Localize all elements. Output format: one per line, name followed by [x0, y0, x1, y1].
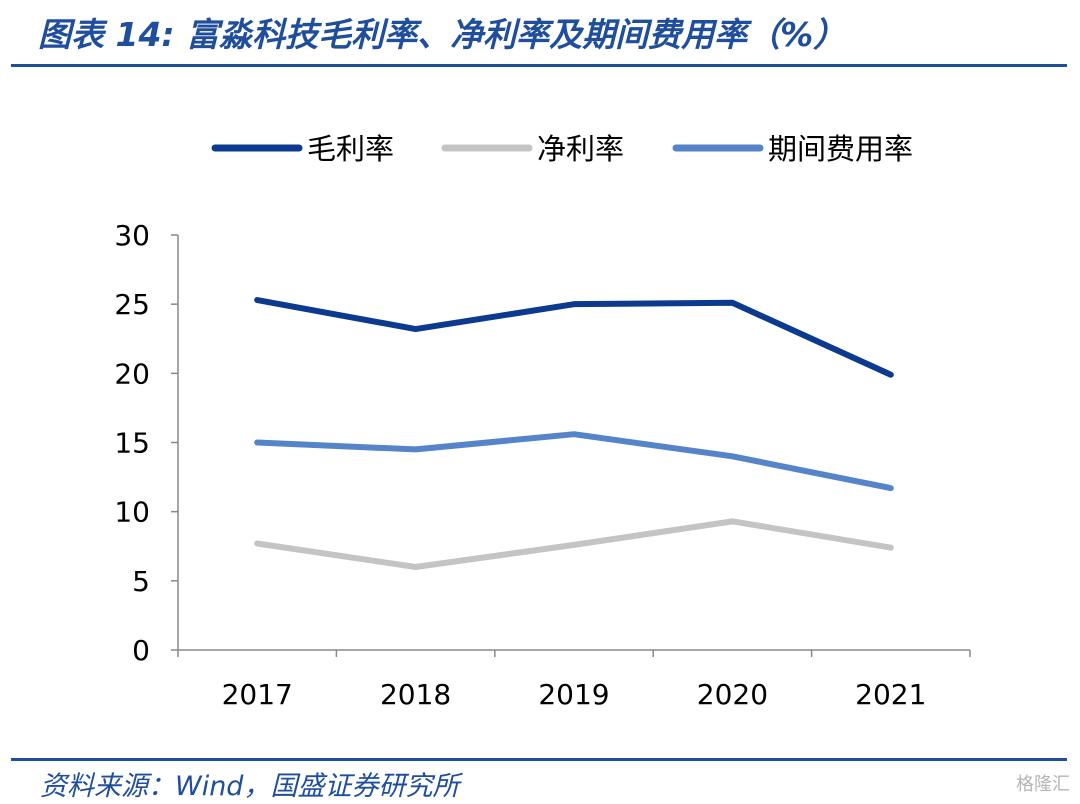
legend-label-2: 净利率: [537, 132, 624, 166]
data-point: [256, 442, 258, 443]
data-point: [573, 433, 575, 435]
title-divider: [11, 64, 1067, 67]
data-point: [731, 302, 733, 304]
data-point: [256, 299, 258, 301]
y-tick-label: 10: [114, 496, 150, 529]
x-tick-label: 2017: [222, 678, 293, 711]
watermark-logo: 格隆汇: [1016, 774, 1070, 795]
series-line-3: [254, 431, 894, 492]
x-tick-label: 2019: [538, 678, 609, 711]
data-point: [731, 520, 733, 522]
data-point: [890, 487, 892, 489]
data-point: [890, 374, 892, 376]
series-line-2: [254, 518, 894, 570]
y-tick-label: 15: [114, 427, 150, 460]
legend-label-3: 期间费用率: [768, 132, 913, 166]
y-tick-label: 5: [132, 565, 150, 598]
y-tick-label: 25: [114, 288, 150, 321]
data-point: [573, 544, 575, 546]
data-point: [731, 455, 733, 457]
chart-title: 图表 14: 富淼科技毛利率、净利率及期间费用率（%）: [38, 15, 847, 54]
legend: 毛利率 净利率 期间费用率: [211, 132, 913, 166]
source-note: 资料来源：Wind，国盛证券研究所: [40, 771, 460, 802]
line-chart: 毛利率 净利率 期间费用率 0 5 10 15 20 25 30 2017 2018 2019 2020…: [114, 132, 971, 711]
legend-label-1: 毛利率: [307, 132, 394, 166]
y-tick-label: 20: [114, 357, 150, 390]
x-tick-label: 2021: [855, 678, 926, 711]
x-tick-label: 2018: [380, 678, 451, 711]
x-tick-label: 2020: [697, 678, 768, 711]
data-point: [890, 547, 892, 549]
axes: 0 5 10 15 20 25 30 2017 2018 2019 2020 2021: [114, 219, 971, 711]
y-tick-label: 0: [132, 634, 150, 667]
series-group: [254, 297, 894, 570]
data-point: [415, 566, 417, 568]
series-line-1: [254, 297, 894, 378]
y-tick-label: 30: [114, 219, 150, 252]
data-point: [256, 542, 258, 544]
data-point: [415, 448, 417, 450]
data-point: [415, 328, 417, 330]
source-divider: [11, 758, 1067, 761]
data-point: [573, 303, 575, 305]
